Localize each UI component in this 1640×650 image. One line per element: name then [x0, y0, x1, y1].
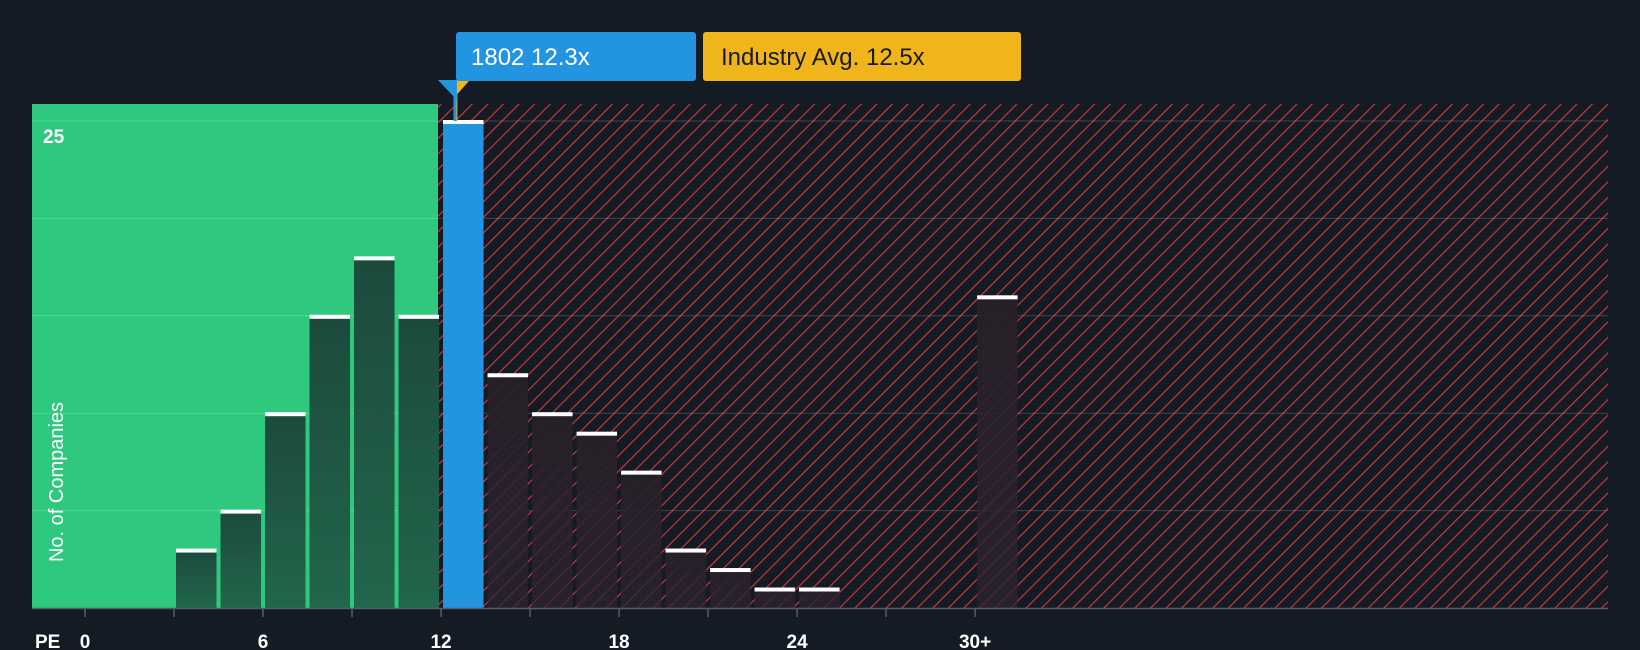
callouts: Industry Avg. 12.5x 1802 12.3x [437, 32, 1021, 121]
bar-cap [487, 373, 529, 378]
bars [176, 120, 1018, 608]
bar-cap [398, 314, 440, 319]
histogram-bar [265, 413, 306, 608]
histogram-bar [220, 510, 262, 608]
histogram-bar [176, 549, 217, 608]
x-axis-label: PE [35, 632, 60, 650]
industry-avg-label: Industry Avg. 12.5x [721, 44, 925, 71]
histogram-bar [532, 413, 573, 608]
bar-cap [176, 548, 217, 553]
bar-cap [354, 256, 395, 261]
x-tick-label: 6 [258, 632, 269, 650]
y-axis-label: No. of Companies [46, 402, 68, 562]
bar-cap [265, 412, 306, 417]
industry-avg-callout [703, 32, 1021, 81]
x-tick-label: 18 [608, 632, 629, 650]
x-tick-label: 12 [430, 632, 451, 650]
bar-cap [532, 412, 573, 417]
x-tick-label: 0 [80, 632, 91, 650]
histogram-bar [576, 432, 618, 608]
industry-callout-pointer [453, 80, 470, 98]
histogram-bar [354, 257, 395, 608]
histogram-bar [487, 374, 529, 608]
histogram-bar [710, 569, 751, 608]
x-tick-label: 30+ [959, 632, 991, 650]
histogram-bar [398, 315, 440, 608]
histogram-bar [977, 296, 1018, 608]
company-bar [443, 121, 484, 608]
histogram-bar [621, 471, 662, 608]
company-callout-pointer [437, 80, 457, 100]
histogram-bar [309, 315, 351, 608]
bar-cap [220, 509, 262, 514]
bar-cap [665, 548, 707, 553]
company-callout [456, 32, 696, 81]
bar-cap [576, 431, 618, 436]
bar-cap [710, 568, 751, 573]
histogram-bar [665, 549, 707, 608]
histogram-bar [799, 588, 840, 608]
y-tick-label: 25 [43, 127, 65, 148]
bar-cap [799, 587, 840, 592]
x-tick-label: 24 [787, 632, 809, 650]
bar-cap [443, 120, 484, 124]
bar-cap [977, 295, 1018, 300]
bar-cap [309, 314, 351, 319]
company-label: 1802 12.3x [471, 44, 590, 71]
x-axis: 0 6 12 18 24 30+ 25 [32, 127, 1608, 650]
bar-cap [621, 470, 662, 475]
histogram-bar [754, 588, 796, 608]
bar-cap [754, 587, 796, 592]
